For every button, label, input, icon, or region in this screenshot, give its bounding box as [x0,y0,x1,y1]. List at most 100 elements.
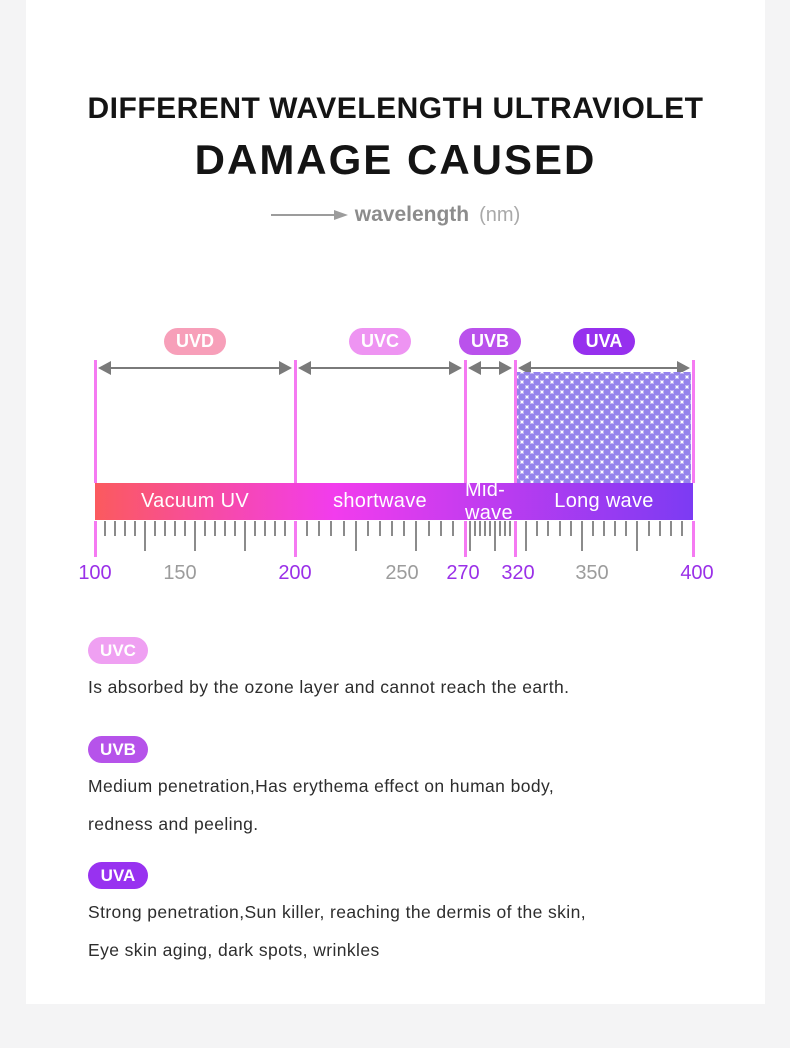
arrow-head-right [677,361,690,375]
arrow-head-right [449,361,462,375]
ruler-tick-290nm [484,521,486,536]
uvc-description-line-1: Is absorbed by the ozone layer and canno… [88,677,570,697]
ruler-tick-370nm [625,521,628,536]
ruler-tick-200nm [294,521,297,557]
ruler-tick-255nm [427,521,430,536]
ruler-tick-220nm [342,521,345,536]
ruler-tick-360nm [603,521,605,536]
band-label-long-wave: Long wave [554,490,654,512]
ruler-tick-275nm [469,521,471,551]
ruler-tick-160nm [214,521,216,536]
ruler-tick-280nm [474,521,476,536]
ruler-tick-155nm [204,521,206,536]
ruler-tick-330nm [536,521,539,536]
ruler-tick-260nm [439,521,442,536]
boundary-line-320nm [513,360,517,483]
uva-section-badge: UVA [88,862,148,889]
axis-label-text: wavelength [354,203,470,226]
arrow-shaft [308,367,452,369]
axis-number-250: 250 [385,562,419,584]
uvd-badge: UVD [164,328,226,355]
ruler-tick-320nm [514,521,517,557]
section-uvc: UVC Is absorbed by the ozone layer and ca… [88,637,718,702]
ruler-tick-225nm [354,521,357,551]
arrow-head-right [499,361,512,375]
ruler-tick-365nm [614,521,617,536]
axis-number-200: 200 [278,562,312,584]
ruler-tick-345nm [569,521,572,536]
ruler-tick-285nm [479,521,481,536]
uva-description-line-1: Strong penetration,Sun killer, reaching … [88,902,586,922]
band-label-mid-wave: Mid-wave [465,478,513,524]
ruler-tick-265nm [451,521,454,536]
arrow-shaft [108,367,282,369]
ruler-tick-350nm [580,521,583,551]
arrow-head-left [298,361,311,375]
uvb-badge: UVB [459,328,521,355]
ruler-tick-125nm [144,521,146,551]
ruler-tick-120nm [134,521,136,536]
page-title-line-1: DIFFERENT WAVELENGTH ULTRAVIOLET [87,92,704,125]
ruler-tick-270nm [464,521,467,557]
ruler-tick-205nm [306,521,309,536]
ruler-tick-115nm [124,521,126,536]
wavelength-axis-caption: wavelength (nm) [26,202,765,228]
ruler-tick-100nm [94,521,97,557]
ruler-tick-380nm [647,521,650,536]
ruler-tick-395nm [680,521,683,536]
section-uvb: UVB Medium penetration,Has erythema effec… [88,736,718,839]
ruler-tick-310nm [504,521,506,536]
ruler-tick-340nm [558,521,561,536]
ruler-tick-305nm [499,521,501,536]
ruler-tick-215nm [330,521,333,536]
arrow-head-left [98,361,111,375]
ruler-tick-385nm [658,521,661,536]
axis-number-270: 270 [446,562,480,584]
axis-number-350: 350 [575,562,609,584]
range-arrow-uvd [98,361,292,375]
ruler-tick-105nm [104,521,106,536]
boundary-line-200nm [293,360,297,483]
ruler-tick-335nm [547,521,550,536]
ruler-tick-390nm [669,521,672,536]
ruler-tick-240nm [391,521,394,536]
uvb-description-line-2: redness and peeling. [88,814,259,834]
boundary-line-270nm [463,360,467,483]
uva-hatch-pattern [517,372,691,483]
ruler-tick-130nm [154,521,156,536]
arrow-head-left [518,361,531,375]
axis-unit-text: (nm) [479,203,521,226]
range-arrow-uvb [468,361,512,375]
range-arrow-uvc [298,361,462,375]
boundary-line-100nm [93,360,97,483]
ruler-tick-400nm [692,521,695,557]
uvc-section-badge: UVC [88,637,148,664]
uvb-section-badge: UVB [88,736,148,763]
arrow-head-left [468,361,481,375]
spectrum-gradient-bar [95,483,693,520]
band-label-vacuum-uv: Vacuum UV [141,490,249,512]
ruler-tick-135nm [164,521,166,536]
arrow-head [333,210,348,220]
axis-number-100: 100 [78,562,112,584]
ruler-tick-185nm [264,521,266,536]
arrow-shaft [478,367,502,369]
uvb-description-line-1: Medium penetration,Has erythema effect o… [88,776,555,796]
ruler-tick-315nm [509,521,511,536]
arrow-shaft [270,214,335,216]
ruler-tick-165nm [224,521,226,536]
uvc-badge: UVC [349,328,411,355]
ruler-tick-235nm [379,521,381,536]
axis-number-320: 320 [501,562,535,584]
uva-description-line-2: Eye skin aging, dark spots, wrinkles [88,940,380,960]
ruler-tick-295nm [489,521,491,536]
axis-number-400: 400 [680,562,714,584]
ruler-tick-110nm [114,521,116,536]
uva-badge: UVA [573,328,635,355]
band-label-shortwave: shortwave [333,490,427,512]
ruler-tick-145nm [184,521,186,536]
right-arrow-icon [270,210,348,220]
ruler-tick-150nm [194,521,196,551]
ruler-tick-195nm [284,521,286,536]
